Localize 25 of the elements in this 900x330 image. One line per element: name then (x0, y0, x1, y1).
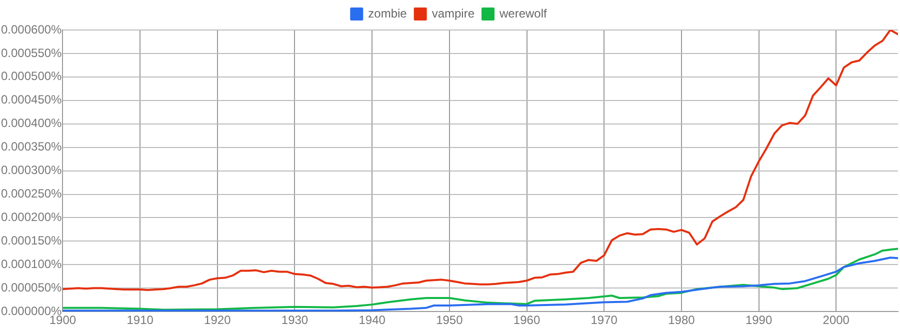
y-tick-label: 0.000250% (0, 186, 62, 201)
x-tick-label: 1930 (281, 313, 308, 328)
x-tick-label: 1970 (590, 313, 618, 328)
y-tick-label: 0.000200% (0, 210, 62, 224)
y-tick-label: 0.000400% (0, 116, 62, 130)
y-tick-label: 0.000100% (0, 256, 62, 271)
y-tick-label: 0.000600% (0, 22, 62, 36)
legend-label: vampire (432, 6, 475, 20)
x-tick-label: 2000 (822, 313, 850, 328)
x-tick-label: 1950 (436, 313, 464, 328)
y-tick-label: 0.000350% (0, 140, 62, 154)
x-tick-label: 1940 (358, 313, 386, 328)
y-tick-label: 0.000050% (0, 280, 62, 294)
legend-label: zombie (368, 6, 408, 20)
y-tick-label: 0.000500% (0, 69, 62, 84)
y-tick-label: 0.000300% (0, 163, 62, 178)
x-tick-label: 1990 (745, 313, 772, 328)
x-tick-label: 1910 (126, 313, 154, 328)
x-tick-label: 1920 (204, 313, 232, 328)
legend-label: werewolf (498, 6, 548, 20)
x-tick-label: 1960 (513, 313, 540, 328)
y-tick-label: 0.000450% (0, 92, 62, 107)
y-tick-label: 0.000150% (0, 234, 62, 248)
x-tick-label: 1980 (668, 313, 696, 328)
y-tick-label: 0.000550% (0, 46, 62, 60)
